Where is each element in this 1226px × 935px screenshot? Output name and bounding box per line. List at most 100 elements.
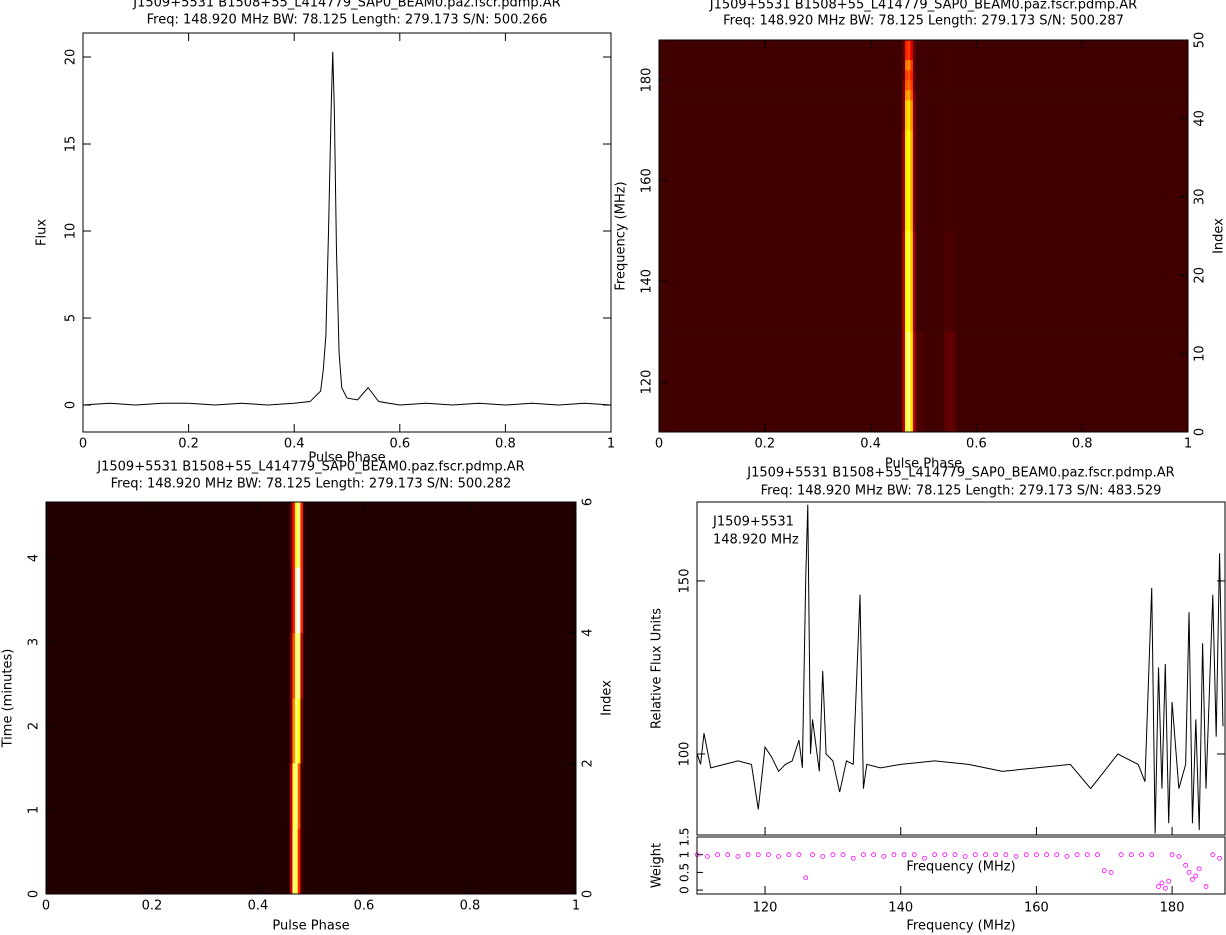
weight-point	[1159, 880, 1165, 886]
y2-axis-label: Index	[600, 680, 615, 716]
heatmap-cell	[46, 567, 291, 634]
heatmap-cell	[923, 331, 945, 433]
y2-tick-label: 2	[581, 759, 596, 767]
heatmap-cell	[910, 69, 914, 81]
heatmap-cell	[659, 90, 903, 101]
x-tick-label: 0.4	[284, 437, 305, 452]
x-tick-label: 0.4	[248, 899, 269, 914]
heatmap-cell	[915, 59, 924, 71]
y-tick-label: 1	[27, 806, 42, 814]
y-tick-label: 150	[678, 569, 693, 594]
heatmap-cell	[46, 698, 291, 764]
heatmap-cell	[902, 130, 906, 232]
heatmap-cell	[46, 502, 291, 568]
weight-point	[1095, 852, 1100, 858]
weight-point	[881, 854, 887, 859]
weight-point	[911, 852, 917, 858]
annotation: J1509+5531	[712, 515, 794, 530]
x-tick-label: 0.2	[142, 899, 163, 914]
heatmap-cell	[904, 69, 908, 81]
heatmap-cell	[912, 230, 916, 332]
heatmap-cell	[912, 100, 916, 131]
heatmap-cell	[902, 331, 906, 433]
y2-tick-label: 50	[1193, 32, 1208, 49]
heatmap-cell	[902, 90, 906, 101]
y-tick-label: 20	[64, 49, 79, 66]
heatmap-cell	[902, 230, 906, 332]
heatmap-cell	[295, 698, 299, 764]
weight-point	[993, 852, 999, 858]
plot-frame	[696, 501, 1226, 836]
x-tick-label: 0.6	[389, 437, 410, 452]
heatmap-cell	[907, 331, 911, 433]
heatmap-cell	[955, 130, 1189, 232]
weight-point	[1084, 852, 1090, 858]
heatmap-cell	[910, 100, 914, 131]
x-tick-label: 0.2	[178, 437, 199, 452]
chart-title: J1509+5531 B1508+55_L414779_SAP0_BEAM0.p…	[709, 0, 1137, 13]
heatmap-cell	[902, 69, 906, 81]
y-tick-label: 100	[678, 742, 693, 767]
heatmap-cell	[915, 69, 924, 81]
heatmap-cell	[944, 90, 956, 101]
heatmap-cell	[659, 80, 903, 91]
heatmap-cell	[944, 230, 956, 332]
y-tick-label: 160	[640, 168, 655, 193]
heatmap-cell	[912, 90, 916, 101]
heatmap-cell	[910, 90, 914, 101]
heatmap-cell	[907, 80, 911, 91]
x-tick-label: 0	[655, 437, 663, 452]
heatmap-cell	[303, 567, 312, 634]
heatmap-cell	[297, 828, 301, 895]
weight-point	[1128, 852, 1134, 858]
heatmap-cell	[907, 40, 911, 61]
heatmap-cell	[303, 698, 312, 764]
heatmap-cell	[955, 230, 1189, 332]
x-axis-label: Pulse Phase	[885, 457, 962, 472]
heatmap-cell	[910, 230, 914, 332]
weight-point	[766, 852, 771, 858]
heatmap-cell	[289, 632, 293, 699]
weight-point	[1166, 878, 1172, 884]
heatmap-cell	[904, 40, 908, 61]
heatmap-cell	[311, 502, 577, 568]
chart-title: Freq: 148.920 MHz BW: 78.125 Length: 279…	[761, 484, 1162, 499]
weight-point	[1139, 852, 1144, 858]
weight-point	[932, 852, 938, 858]
heatmap-cell	[915, 80, 924, 91]
y-tick-label: 5	[64, 314, 79, 322]
heatmap-cell	[912, 130, 916, 232]
heatmap-cell	[902, 59, 906, 71]
heatmap-cell	[904, 230, 908, 332]
heatmap-cell	[904, 80, 908, 91]
weight-point	[962, 854, 968, 859]
heatmap-cell	[295, 567, 299, 634]
y2-tick-label: 0	[1193, 428, 1208, 436]
weight-point	[983, 852, 988, 858]
heatmap-cell	[923, 40, 945, 61]
x-tick-label: 0.6	[966, 437, 987, 452]
heatmap-cell	[915, 40, 924, 61]
weight-point	[1101, 868, 1107, 874]
heatmap-cell	[659, 331, 903, 433]
heatmap-cell	[923, 69, 945, 81]
x-axis-label: Pulse Phase	[272, 919, 349, 934]
heatmap-cell	[292, 828, 296, 895]
y-axis-label: Time (minutes)	[1, 649, 16, 749]
heatmap-cell	[923, 100, 945, 131]
heatmap-cell	[907, 90, 911, 101]
weight-point	[1054, 852, 1060, 858]
weight-point	[715, 852, 720, 858]
y-axis-label: Relative Flux Units	[650, 608, 665, 729]
y-axis-label: Frequency (MHz)	[614, 181, 629, 290]
heatmap-cell	[904, 100, 908, 131]
heatmap-cell	[297, 632, 301, 699]
chart-title: Freq: 148.920 MHz BW: 78.125 Length: 279…	[723, 14, 1124, 29]
heatmap-cell	[912, 80, 916, 91]
weight-point	[755, 852, 761, 858]
y-tick-label: 4	[27, 554, 42, 562]
y2-tick-label: 40	[1193, 110, 1208, 127]
heatmap-cell	[910, 80, 914, 91]
data-line	[83, 51, 611, 406]
